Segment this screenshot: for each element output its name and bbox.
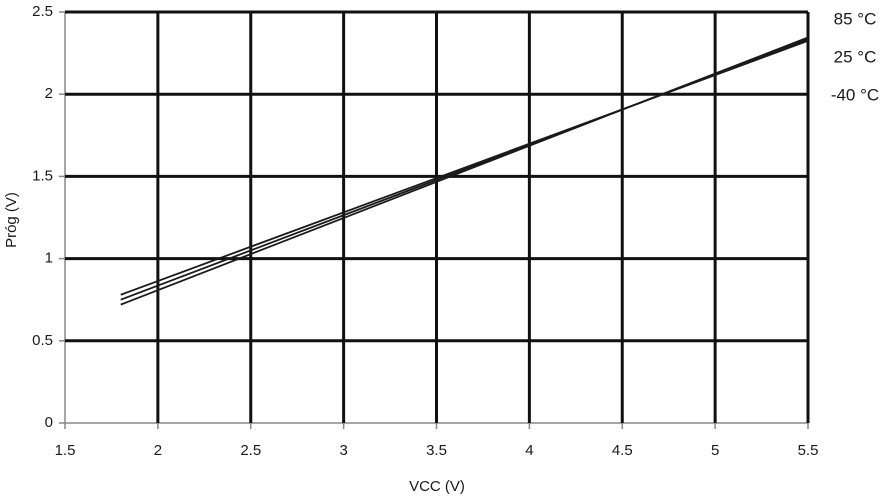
y-tick-label: 0.5: [32, 332, 53, 349]
x-tick-label: 3: [339, 442, 347, 459]
legend-label: 85 °C: [834, 9, 877, 28]
x-tick-label: 2.5: [240, 442, 261, 459]
y-tick-label: 1: [45, 250, 53, 267]
x-axis-label: VCC (V): [409, 478, 465, 495]
x-tick-label: 4: [525, 442, 533, 459]
y-axis-label: Próg (V): [3, 192, 20, 248]
x-tick-label: 5.5: [798, 442, 819, 459]
x-tick-label: 3.5: [426, 442, 447, 459]
x-tick-label: 1.5: [55, 442, 76, 459]
y-tick-label: 2: [45, 85, 53, 102]
y-tick-label: 2.5: [32, 3, 53, 20]
x-tick-label: 2: [154, 442, 162, 459]
x-tick-label: 4.5: [612, 442, 633, 459]
series-line: [120, 39, 809, 296]
y-tick-label: 0: [45, 414, 53, 431]
x-tick-label: 5: [711, 442, 719, 459]
legend-label: 25 °C: [834, 47, 877, 66]
legend-label: -40 °C: [831, 85, 879, 104]
y-tick-label: 1.5: [32, 167, 53, 184]
